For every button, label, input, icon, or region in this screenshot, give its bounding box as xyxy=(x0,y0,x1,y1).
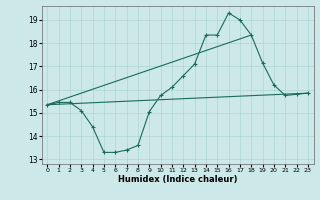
X-axis label: Humidex (Indice chaleur): Humidex (Indice chaleur) xyxy=(118,175,237,184)
